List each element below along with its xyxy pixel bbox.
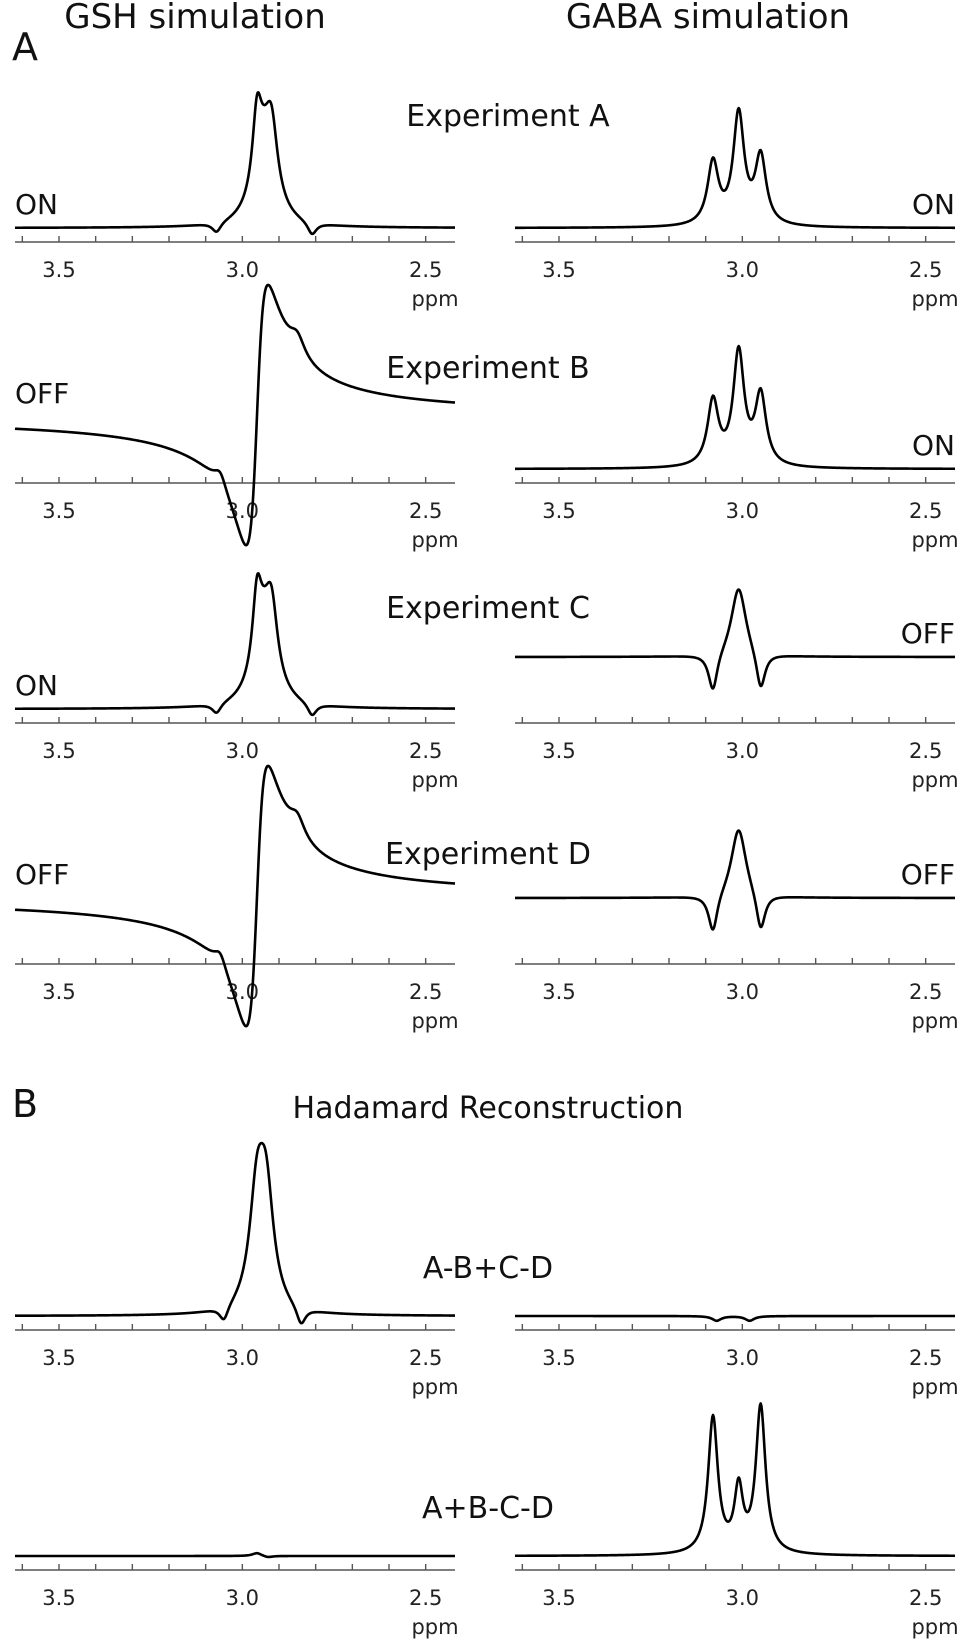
x-tick-label: 2.5	[409, 499, 442, 523]
row-label: Experiment D	[385, 837, 591, 872]
state-label: ON	[15, 188, 58, 221]
state-label: ON	[15, 669, 58, 702]
x-tick-label: 2.5	[409, 258, 442, 282]
x-unit-label: ppm	[911, 528, 958, 552]
section-title: Hadamard Reconstruction	[293, 1091, 684, 1126]
x-unit-label: ppm	[911, 768, 958, 792]
spectra-row: A-B+C-D 3.5 3.0 2.5 ppm 3.5 3.0 2.5 ppm	[14, 1141, 959, 1399]
x-unit-label: ppm	[911, 1615, 958, 1639]
state-label: OFF	[901, 858, 955, 891]
gsh-spectrum-trace	[14, 572, 456, 717]
x-tick-label: 3.0	[726, 258, 759, 282]
x-unit-label: ppm	[911, 287, 958, 311]
x-unit-label: ppm	[411, 1009, 458, 1033]
spectra-rows: Experiment A 3.5 3.0 2.5 ppm ON 3.5 3.0 2.5 ppm ON…	[14, 91, 959, 1639]
x-tick-label: 2.5	[909, 739, 942, 763]
x-tick-label: 2.5	[409, 1346, 442, 1370]
x-tick-label: 3.0	[726, 1586, 759, 1610]
x-tick-label: 3.5	[542, 1346, 575, 1370]
gaba-spectrum-trace	[514, 1402, 956, 1558]
state-label: ON	[912, 188, 955, 221]
x-tick-label: 2.5	[409, 739, 442, 763]
x-tick-label: 2.5	[909, 1346, 942, 1370]
x-tick-label: 3.0	[726, 499, 759, 523]
gsh-spectrum-trace	[14, 764, 456, 1028]
spectra-row: Experiment C 3.5 3.0 2.5 ppm ON 3.5 3.0 2.5 ppm OF…	[14, 572, 959, 792]
x-tick-label: 3.5	[42, 258, 75, 282]
x-unit-label: ppm	[911, 1375, 958, 1399]
x-tick-label: 2.5	[409, 1586, 442, 1610]
x-tick-label: 3.5	[42, 1586, 75, 1610]
x-unit-label: ppm	[411, 287, 458, 311]
x-tick-label: 3.5	[542, 739, 575, 763]
x-tick-label: 3.0	[226, 1346, 259, 1370]
x-tick-label: 3.0	[726, 739, 759, 763]
state-label: OFF	[15, 377, 69, 410]
gsh-spectrum-trace	[14, 91, 456, 236]
x-tick-label: 3.5	[542, 258, 575, 282]
x-tick-label: 3.5	[42, 739, 75, 763]
x-tick-label: 3.0	[726, 1346, 759, 1370]
gsh-spectrum-trace	[14, 1141, 456, 1325]
x-tick-label: 3.5	[42, 499, 75, 523]
x-unit-label: ppm	[411, 528, 458, 552]
panel-letter-a: A	[12, 25, 38, 69]
gaba-spectrum-trace	[514, 1314, 956, 1323]
gsh-column-title: GSH simulation	[64, 0, 326, 37]
gsh-spectrum-trace	[14, 1551, 456, 1559]
x-tick-label: 3.0	[226, 1586, 259, 1610]
x-tick-label: 3.0	[226, 258, 259, 282]
x-tick-label: 3.5	[542, 980, 575, 1004]
x-tick-label: 2.5	[909, 980, 942, 1004]
gaba-column-title: GABA simulation	[566, 0, 850, 37]
gaba-spectrum-trace	[514, 344, 956, 471]
spectra-row: Experiment A 3.5 3.0 2.5 ppm ON 3.5 3.0 2.5 ppm ON	[14, 91, 959, 311]
x-tick-label: 2.5	[909, 1586, 942, 1610]
x-tick-label: 2.5	[909, 258, 942, 282]
x-unit-label: ppm	[411, 1375, 458, 1399]
spectra-row: A+B-C-D 3.5 3.0 2.5 ppm 3.5 3.0 2.5 ppm	[14, 1402, 959, 1639]
x-tick-label: 3.5	[42, 980, 75, 1004]
x-tick-label: 2.5	[409, 980, 442, 1004]
x-tick-label: 3.5	[542, 1586, 575, 1610]
x-tick-label: 2.5	[909, 499, 942, 523]
x-unit-label: ppm	[411, 1615, 458, 1639]
gaba-spectrum-trace	[514, 829, 956, 931]
row-label: Experiment C	[386, 591, 590, 626]
x-tick-label: 3.5	[42, 1346, 75, 1370]
x-tick-label: 3.0	[726, 980, 759, 1004]
state-label: OFF	[901, 617, 955, 650]
state-label: OFF	[15, 858, 69, 891]
gaba-spectrum-trace	[514, 106, 956, 230]
state-label: ON	[912, 429, 955, 462]
gaba-spectrum-trace	[514, 588, 956, 690]
row-label: A-B+C-D	[423, 1251, 553, 1286]
row-label: A+B-C-D	[422, 1491, 554, 1526]
x-tick-label: 3.0	[226, 739, 259, 763]
x-unit-label: ppm	[411, 768, 458, 792]
row-label: Experiment A	[406, 99, 610, 134]
x-unit-label: ppm	[911, 1009, 958, 1033]
row-label: Experiment B	[386, 351, 589, 386]
x-tick-label: 3.5	[542, 499, 575, 523]
panel-letter-b: B	[12, 1082, 38, 1126]
gsh-spectrum-trace	[14, 283, 456, 547]
